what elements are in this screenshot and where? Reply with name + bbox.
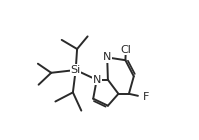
Text: Cl: Cl: [121, 45, 132, 55]
Text: Si: Si: [71, 65, 81, 75]
Text: N: N: [103, 52, 111, 62]
Text: N: N: [93, 75, 101, 85]
Text: F: F: [143, 92, 150, 102]
